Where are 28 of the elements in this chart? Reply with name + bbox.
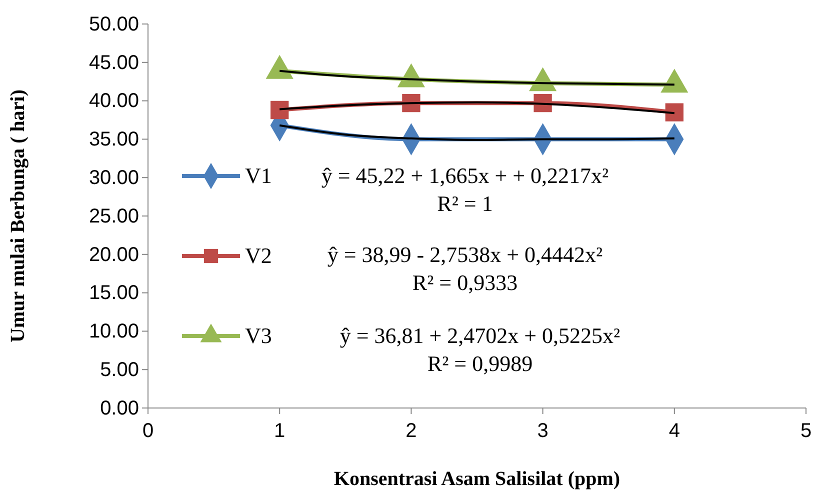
y-tick-label: 35.00 (88, 128, 139, 151)
annotation: R² = 1 (437, 191, 493, 216)
x-tick-label: 2 (406, 420, 417, 442)
annotation: ŷ = 38,99 - 2,7538x + 0,4442x² (327, 242, 604, 267)
y-tick-label: 15.00 (88, 282, 139, 304)
x-tick-label: 0 (142, 420, 154, 442)
annotation: ŷ = 36,81 + 2,4702x + 0,5225x² (340, 323, 621, 348)
legend-label: V3 (245, 323, 272, 348)
x-tick-label: 5 (800, 420, 812, 442)
legend-label: V1 (245, 163, 272, 188)
x-tick-label: 4 (668, 420, 680, 442)
y-tick-label: 5.00 (100, 359, 139, 381)
y-tick-label: 0.00 (100, 397, 139, 420)
annotation: ŷ = 45,22 + 1,665x + + 0,2217x² (321, 163, 610, 188)
annotation: R² = 0,9989 (427, 351, 533, 376)
annotation: R² = 0,9333 (412, 270, 518, 295)
y-tick-label: 10.00 (88, 320, 139, 343)
y-tick-label: 40.00 (88, 90, 139, 112)
y-axis-title: Umur mulai Berbunga ( hari) (7, 90, 29, 342)
x-tick-label: 1 (274, 420, 286, 442)
y-tick-label: 45.00 (88, 52, 139, 74)
x-tick-label: 3 (537, 420, 548, 442)
x-axis-title: Konsentrasi Asam Salisilat (ppm) (334, 468, 620, 490)
y-tick-label: 20.00 (88, 244, 139, 266)
y-tick-label: 50.00 (88, 13, 139, 36)
legend-label: V2 (245, 243, 272, 268)
y-tick-label: 25.00 (88, 205, 139, 228)
y-tick-label: 30.00 (88, 167, 139, 189)
